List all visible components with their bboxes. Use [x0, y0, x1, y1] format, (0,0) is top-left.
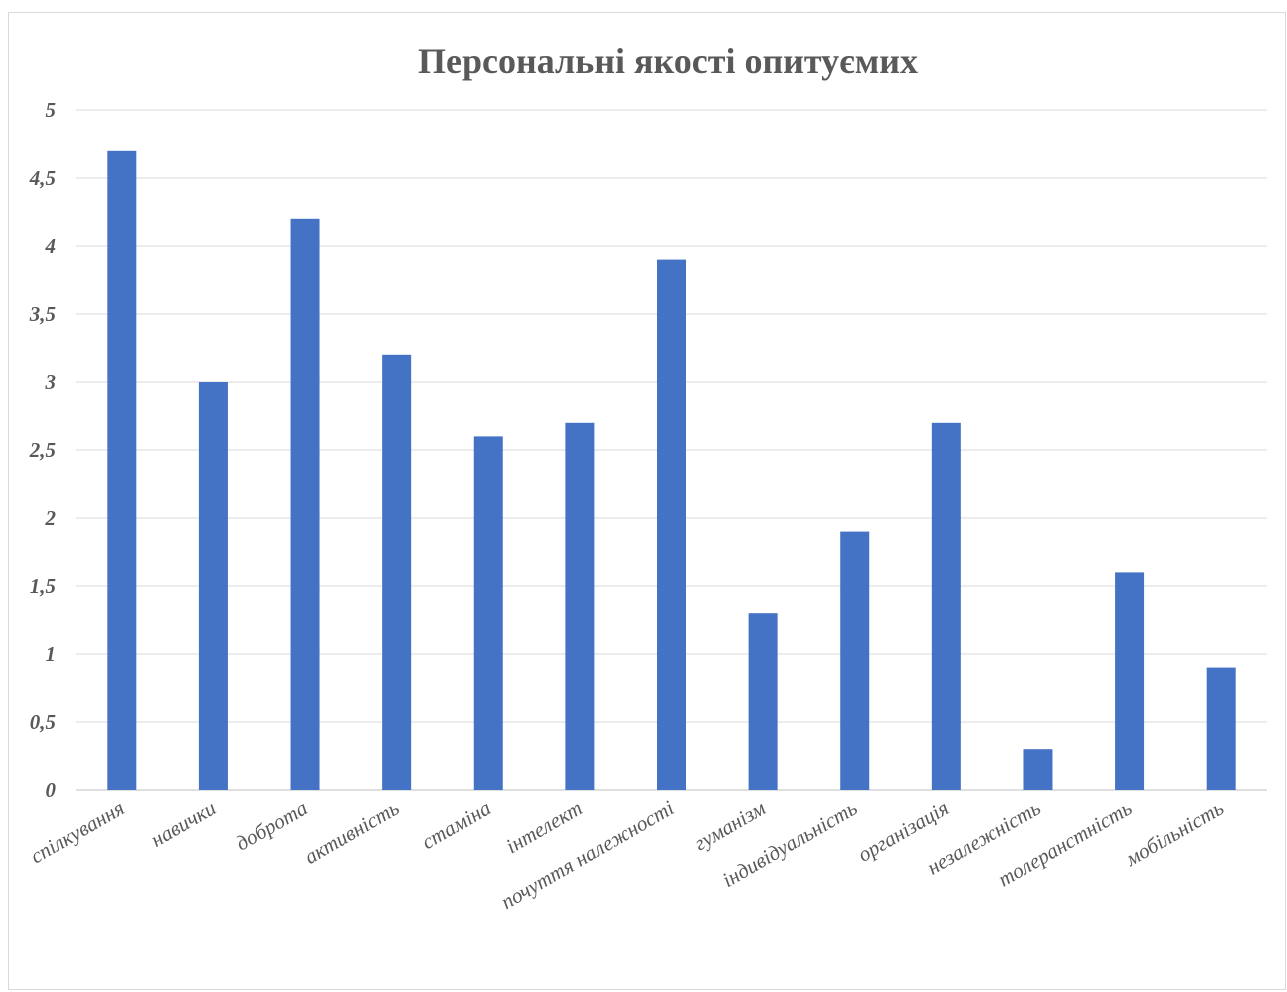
y-tick-label: 0 — [46, 778, 57, 802]
y-tick-label: 3 — [45, 370, 57, 394]
x-category-label: почуття належності — [497, 795, 679, 914]
bar-2 — [198, 382, 228, 790]
y-axis-ticks: 0 0,5 1 1,5 2 2,5 3 3,5 4 4,5 5 — [29, 98, 57, 802]
bar-9 — [840, 531, 870, 790]
bar-8 — [748, 613, 778, 790]
bar-10 — [931, 422, 961, 790]
x-category-label: мобільність — [1120, 796, 1227, 872]
x-category-label: доброта — [232, 796, 312, 856]
y-tick-label: 4,5 — [29, 166, 56, 190]
x-category-label: навички — [147, 796, 220, 852]
bar-12 — [1115, 572, 1145, 790]
x-category-label: активність — [300, 796, 403, 869]
y-tick-label: 5 — [46, 98, 57, 122]
y-tick-label: 1 — [46, 642, 57, 666]
bar-11 — [1023, 749, 1053, 790]
y-tick-label: 4 — [45, 234, 57, 258]
chart-title: Персональні якості опитуємих — [418, 41, 918, 81]
y-tick-label: 3,5 — [29, 302, 56, 326]
bar-5 — [473, 436, 503, 790]
x-category-label: спілкування — [26, 796, 128, 869]
bar-4 — [382, 354, 412, 790]
y-tick-label: 1,5 — [30, 574, 56, 598]
bar-1 — [107, 150, 137, 791]
y-tick-label: 2 — [45, 506, 57, 530]
bar-13 — [1206, 667, 1236, 790]
bar-7 — [657, 259, 686, 791]
y-tick-label: 0,5 — [30, 710, 56, 734]
x-category-label: гуманізм — [690, 796, 770, 856]
bar-6 — [565, 422, 595, 790]
x-category-label: стаміна — [417, 796, 494, 854]
bars — [107, 150, 1236, 791]
gridlines — [76, 109, 1267, 791]
bar-3 — [290, 218, 320, 791]
y-tick-label: 2,5 — [29, 438, 56, 462]
